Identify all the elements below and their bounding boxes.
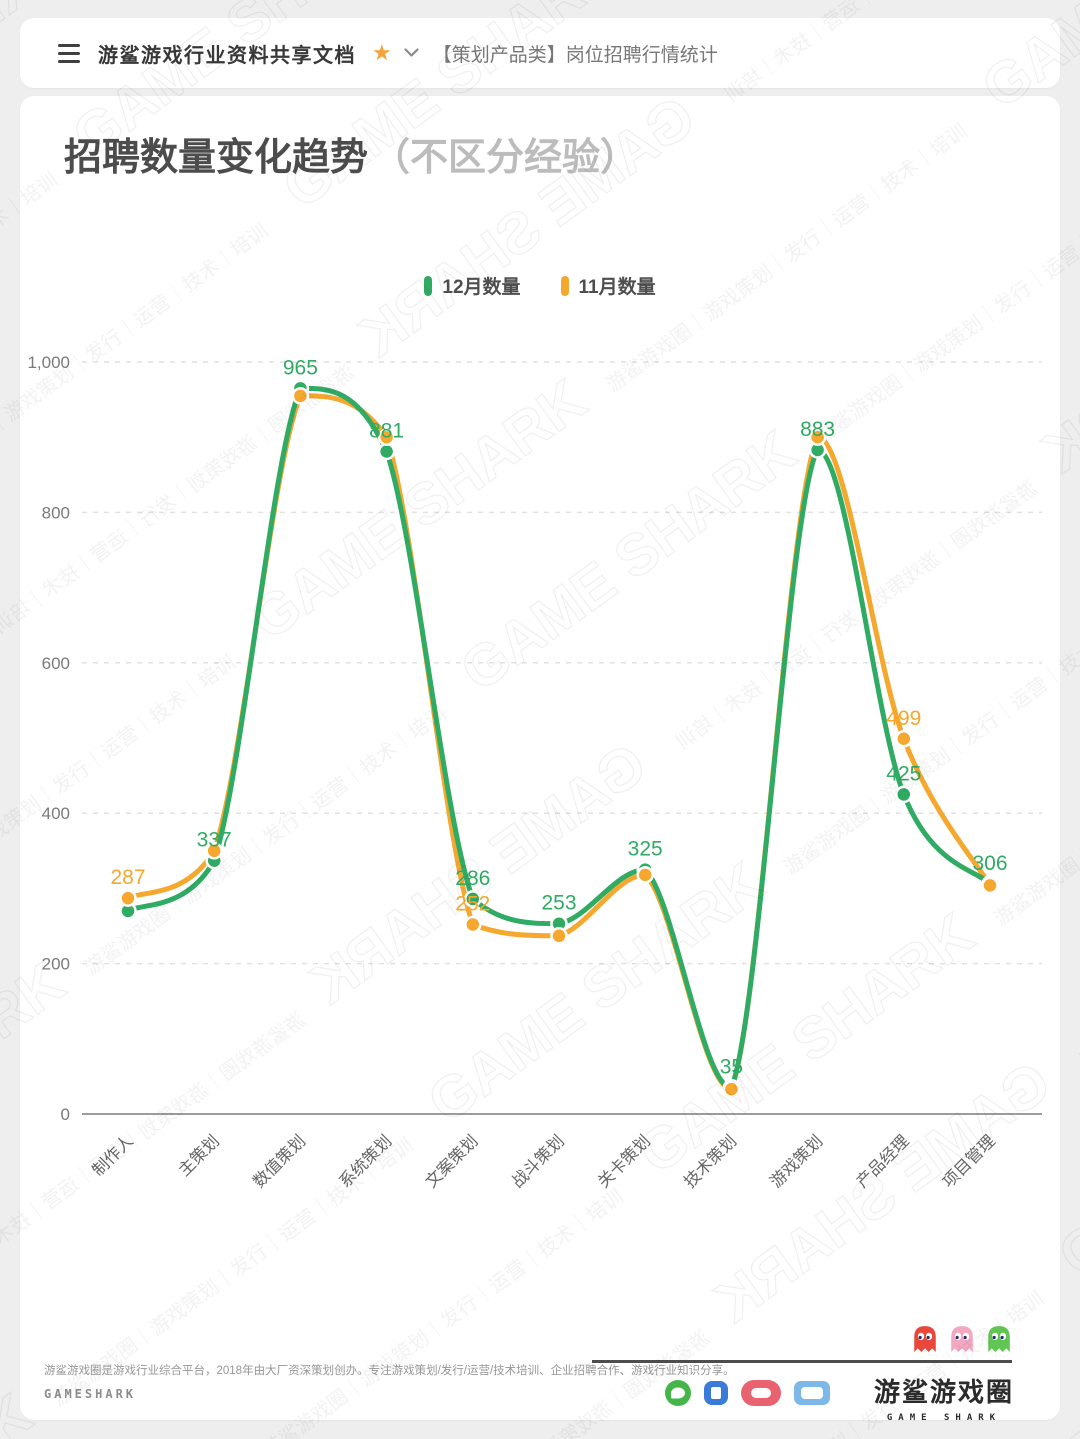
chart-title-note: （不区分经验） <box>372 137 639 179</box>
svg-text:主策划: 主策划 <box>175 1131 223 1179</box>
doc-subtitle: 【策划产品类】岗位招聘行情统计 <box>432 44 718 66</box>
hamburger-menu-icon[interactable] <box>58 43 80 63</box>
wechat-icon[interactable] <box>665 1380 691 1406</box>
star-icon[interactable]: ★ <box>372 40 392 65</box>
legend-marker <box>560 275 569 296</box>
svg-text:数值策划: 数值策划 <box>249 1131 309 1191</box>
svg-text:253: 253 <box>541 892 576 915</box>
svg-text:技术策划: 技术策划 <box>680 1131 740 1191</box>
doc-header: 游鲨游戏行业资料共享文档 ★ 【策划产品类】岗位招聘行情统计 <box>20 18 1060 88</box>
legend-label: 12月数量 <box>442 277 521 298</box>
ghost-icon-2 <box>988 1326 1010 1352</box>
pixel-ghosts-decoration <box>912 1324 1012 1352</box>
svg-text:499: 499 <box>886 707 921 730</box>
logo-english: GAME SHARK <box>886 1413 1002 1423</box>
svg-text:200: 200 <box>42 955 70 974</box>
footer-brand-text: GAMESHARK <box>44 1387 137 1401</box>
svg-text:关卡策划: 关卡策划 <box>594 1131 654 1191</box>
svg-text:337: 337 <box>197 829 232 852</box>
svg-text:965: 965 <box>283 356 318 379</box>
trend-line-chart: 0 200 400 600 800 1,000 制作人 主策划 数值策划 系统策划 文案策划 战斗策划… <box>27 353 1042 1191</box>
svg-text:883: 883 <box>800 418 835 441</box>
legend-item-12月数量[interactable]: 12月数量 <box>424 272 521 299</box>
svg-text:系统策划: 系统策划 <box>335 1131 395 1191</box>
svg-text:产品经理: 产品经理 <box>853 1131 913 1191</box>
svg-text:400: 400 <box>42 804 70 823</box>
footer-description: 游鲨游戏圈是游戏行业综合平台，2018年由大厂资深策划创办。专注游戏策划/发行/… <box>44 1365 735 1377</box>
chart-title: 招聘数量变化趋势 （不区分经验） <box>64 136 638 180</box>
svg-text:制作人: 制作人 <box>88 1131 136 1179</box>
gameshark-logo: 游鲨游戏圈 GAME SHARK <box>874 1372 1014 1423</box>
svg-text:项目管理: 项目管理 <box>939 1131 999 1191</box>
doc-title[interactable]: 游鲨游戏行业资料共享文档 <box>98 44 356 67</box>
red-app-icon[interactable] <box>741 1380 781 1406</box>
logo-chinese: 游鲨游戏圈 <box>873 1377 1014 1407</box>
ghost-icon-0 <box>914 1326 936 1352</box>
ghost-icon-1 <box>951 1326 973 1352</box>
svg-text:306: 306 <box>972 852 1007 875</box>
legend-item-11月数量[interactable]: 11月数量 <box>560 272 656 299</box>
social-icons-row <box>665 1380 830 1406</box>
svg-text:600: 600 <box>42 654 70 673</box>
chevron-down-icon[interactable] <box>404 48 419 58</box>
svg-text:286: 286 <box>455 867 490 890</box>
legend-marker <box>424 275 433 296</box>
svg-text:1,000: 1,000 <box>27 353 70 372</box>
svg-text:0: 0 <box>61 1105 70 1124</box>
footer-divider <box>592 1360 1012 1363</box>
svg-text:800: 800 <box>42 503 70 522</box>
legend-label: 11月数量 <box>578 277 656 298</box>
chart-title-main: 招聘数量变化趋势 <box>64 137 369 179</box>
svg-text:游戏策划: 游戏策划 <box>766 1131 826 1191</box>
chart-legend: 12月数量 11月数量 <box>20 272 1060 299</box>
svg-text:881: 881 <box>369 419 404 442</box>
svg-text:战斗策划: 战斗策划 <box>508 1131 568 1191</box>
svg-text:文案策划: 文案策划 <box>422 1131 482 1191</box>
svg-text:287: 287 <box>110 866 145 889</box>
zhihu-icon[interactable] <box>704 1381 728 1405</box>
bilibili-icon[interactable] <box>794 1381 830 1405</box>
document-body: 招聘数量变化趋势 （不区分经验） 12月数量 11月数量 0 200 400 600 800… <box>20 96 1060 1423</box>
svg-text:35: 35 <box>720 1056 743 1079</box>
svg-text:325: 325 <box>628 838 663 861</box>
svg-text:425: 425 <box>886 762 921 785</box>
svg-text:252: 252 <box>455 892 490 915</box>
